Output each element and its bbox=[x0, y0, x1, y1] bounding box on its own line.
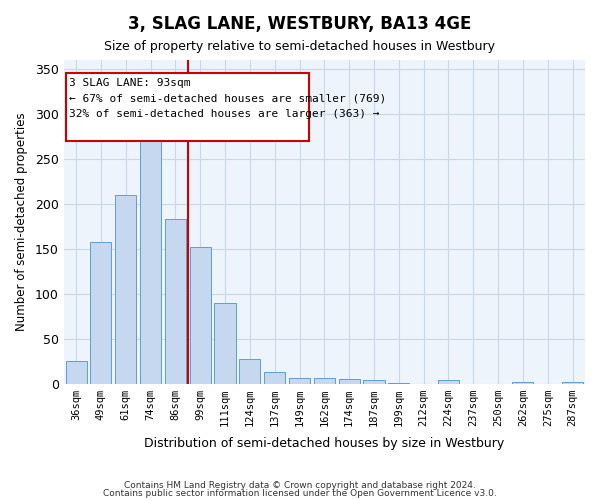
Bar bbox=[91, 242, 112, 384]
Bar bbox=[264, 372, 285, 384]
Bar bbox=[115, 195, 136, 384]
Bar bbox=[239, 360, 260, 384]
Text: 32% of semi-detached houses are larger (363) →: 32% of semi-detached houses are larger (… bbox=[68, 110, 379, 120]
Bar bbox=[214, 302, 236, 384]
Bar bbox=[364, 380, 385, 384]
Bar bbox=[65, 361, 86, 384]
Y-axis label: Number of semi-detached properties: Number of semi-detached properties bbox=[15, 112, 28, 331]
X-axis label: Distribution of semi-detached houses by size in Westbury: Distribution of semi-detached houses by … bbox=[144, 437, 505, 450]
Text: Size of property relative to semi-detached houses in Westbury: Size of property relative to semi-detach… bbox=[104, 40, 496, 53]
Bar bbox=[388, 382, 409, 384]
Bar bbox=[190, 247, 211, 384]
Bar bbox=[165, 219, 186, 384]
FancyBboxPatch shape bbox=[66, 74, 310, 141]
Bar bbox=[338, 379, 360, 384]
Text: ← 67% of semi-detached houses are smaller (769): ← 67% of semi-detached houses are smalle… bbox=[68, 94, 386, 104]
Bar bbox=[314, 378, 335, 384]
Bar bbox=[438, 380, 459, 384]
Bar bbox=[289, 378, 310, 384]
Text: Contains public sector information licensed under the Open Government Licence v3: Contains public sector information licen… bbox=[103, 488, 497, 498]
Bar bbox=[512, 382, 533, 384]
Text: 3 SLAG LANE: 93sqm: 3 SLAG LANE: 93sqm bbox=[68, 78, 190, 88]
Bar bbox=[140, 126, 161, 384]
Bar bbox=[562, 382, 583, 384]
Text: Contains HM Land Registry data © Crown copyright and database right 2024.: Contains HM Land Registry data © Crown c… bbox=[124, 481, 476, 490]
Text: 3, SLAG LANE, WESTBURY, BA13 4GE: 3, SLAG LANE, WESTBURY, BA13 4GE bbox=[128, 15, 472, 33]
